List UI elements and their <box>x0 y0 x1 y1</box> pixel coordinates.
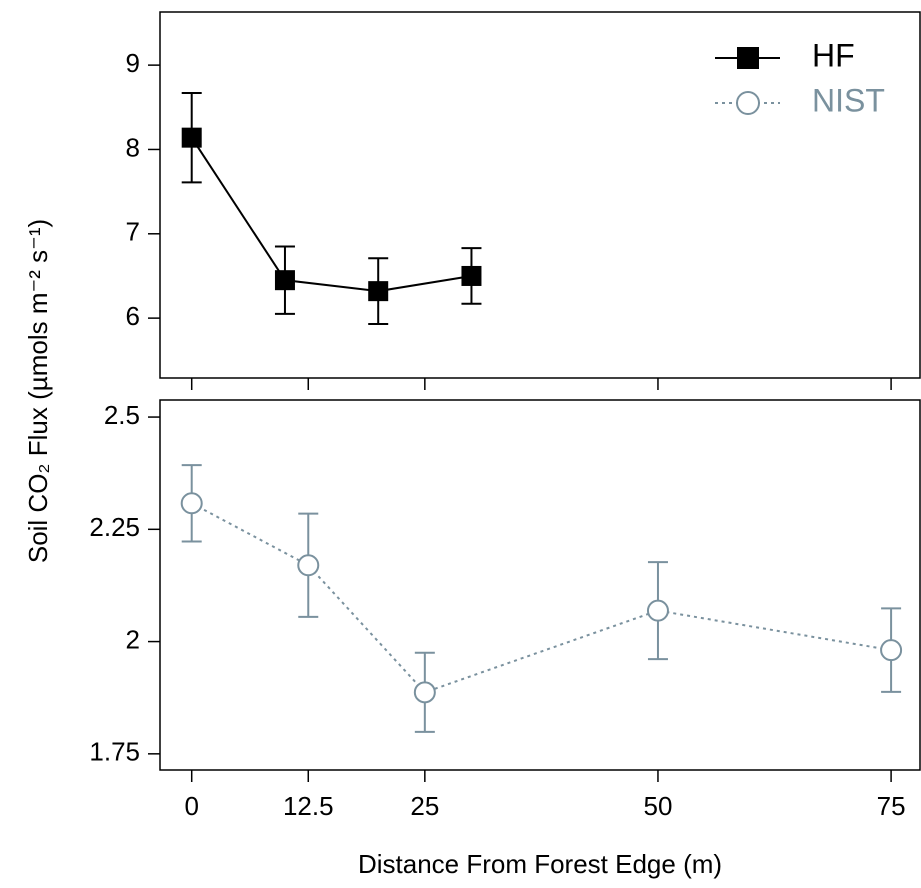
y-tick-label: 7 <box>126 217 140 247</box>
marker <box>274 270 295 291</box>
y-axis-label: Soil CO₂ Flux (µmols m⁻² s⁻¹) <box>23 219 53 563</box>
y-tick-label: 1.75 <box>89 737 140 767</box>
marker <box>880 639 903 662</box>
series-line <box>190 137 472 293</box>
marker <box>461 265 482 286</box>
x-axis-label: Distance From Forest Edge (m) <box>358 849 722 879</box>
y-tick-label: 9 <box>126 48 140 78</box>
marker <box>646 599 669 622</box>
x-tick-label: 50 <box>644 791 673 821</box>
marker <box>180 492 203 515</box>
legend-marker <box>737 47 759 69</box>
legend-label: HF <box>812 37 855 73</box>
panel-frame <box>159 399 921 771</box>
marker <box>413 681 436 704</box>
y-tick-label: 2 <box>126 624 140 654</box>
x-tick-label: 25 <box>410 791 439 821</box>
series-line <box>191 502 892 694</box>
legend-label: NIST <box>812 82 885 118</box>
y-tick-label: 2.25 <box>89 512 140 542</box>
x-tick-label: 75 <box>877 791 906 821</box>
panel-frame <box>159 11 921 379</box>
y-tick-label: 8 <box>126 132 140 162</box>
x-tick-label: 12.5 <box>283 791 334 821</box>
legend-marker <box>736 91 760 115</box>
y-tick-label: 6 <box>126 301 140 331</box>
x-tick-label: 0 <box>184 791 198 821</box>
y-tick-label: 2.5 <box>104 400 140 430</box>
marker <box>368 281 389 302</box>
marker <box>181 127 202 148</box>
marker <box>297 554 320 577</box>
